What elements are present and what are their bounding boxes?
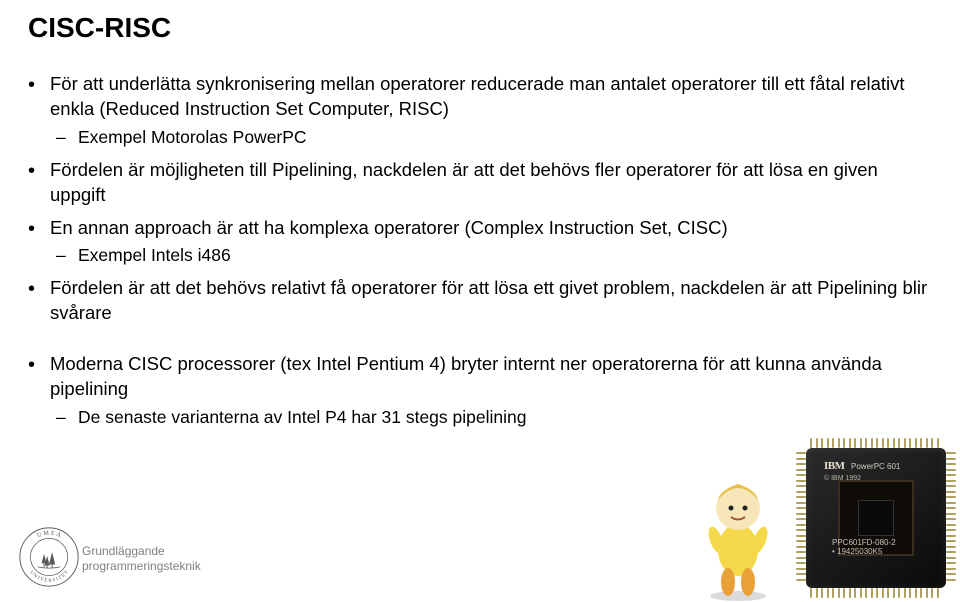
list-item: Fördelen är att det behövs relativt få o… <box>28 276 932 326</box>
list-item: Exempel Intels i486 <box>50 244 932 268</box>
slide-title: CISC-RISC <box>28 12 932 44</box>
bullet-text: Moderna CISC processorer (tex Intel Pent… <box>50 353 882 399</box>
bullet-text: En annan approach är att ha komplexa ope… <box>50 217 728 238</box>
list-item: Exempel Motorolas PowerPC <box>50 126 932 150</box>
sublist: Exempel Intels i486 <box>50 244 932 268</box>
chip-serial: PPC601FD-080-2 <box>832 538 896 547</box>
university-seal-icon: U M E Å U N I V E R S I T E T <box>18 526 80 588</box>
bullet-text: För att underlätta synkronisering mellan… <box>50 73 905 119</box>
footer-line-1: Grundläggande <box>82 544 201 559</box>
chip-die <box>858 500 894 536</box>
list-item: En annan approach är att ha komplexa ope… <box>28 216 932 269</box>
mascot-icon <box>698 470 780 602</box>
chip-lot: • 19425030K5 <box>832 547 882 556</box>
sublist: Exempel Motorolas PowerPC <box>50 126 932 150</box>
svg-text:U M E Å: U M E Å <box>36 529 63 539</box>
seal-text-top: U M E Å <box>36 529 63 539</box>
bullet-list-1: För att underlätta synkronisering mellan… <box>28 72 932 326</box>
bullet-text: Fördelen är möjligheten till Pipelining,… <box>50 159 878 205</box>
bullet-list-2: Moderna CISC processorer (tex Intel Pent… <box>28 352 932 430</box>
chip-model: PowerPC 601 <box>851 462 900 471</box>
spacer <box>28 334 932 352</box>
chip-brand: IBM <box>824 460 845 472</box>
chip-label-bottom: PPC601FD-080-2 • 19425030K5 <box>832 538 942 556</box>
chip-icon: IBM PowerPC 601 © IBM 1992 PPC601FD-080-… <box>780 422 960 602</box>
chip-year: © IBM 1992 <box>824 475 861 482</box>
list-item: För att underlätta synkronisering mellan… <box>28 72 932 150</box>
footer-line-2: programmeringsteknik <box>82 559 201 574</box>
list-item: Moderna CISC processorer (tex Intel Pent… <box>28 352 932 430</box>
bullet-text: Fördelen är att det behövs relativt få o… <box>50 277 927 323</box>
slide: CISC-RISC För att underlätta synkroniser… <box>0 0 960 602</box>
footer-text: Grundläggande programmeringsteknik <box>82 544 201 574</box>
list-item: Fördelen är möjligheten till Pipelining,… <box>28 158 932 208</box>
chip-label-top: IBM PowerPC 601 © IBM 1992 <box>824 460 942 476</box>
